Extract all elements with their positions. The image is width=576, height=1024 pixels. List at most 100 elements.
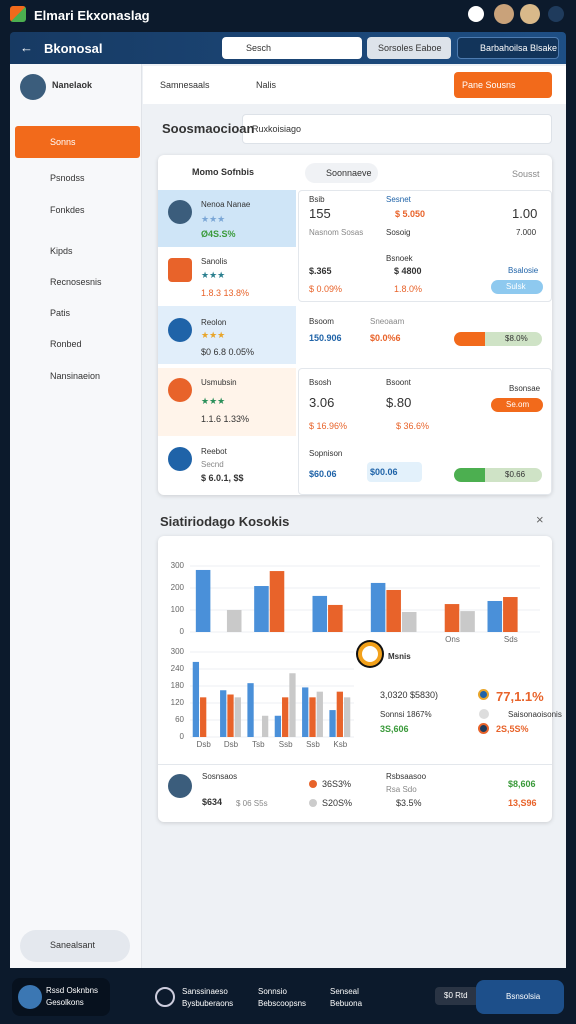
y-tick-label: 100 xyxy=(171,605,185,614)
y-tick-label: 60 xyxy=(175,715,184,724)
y-tick-label: 240 xyxy=(171,664,185,673)
rows-c2sub: 1.8.0% xyxy=(394,284,423,294)
back-icon[interactable]: ← xyxy=(20,40,33,55)
logo xyxy=(10,6,26,22)
nav-active[interactable] xyxy=(15,126,140,158)
bar xyxy=(329,710,336,737)
select[interactable] xyxy=(242,114,552,144)
stars: ★★★ xyxy=(201,330,226,340)
footer-n1b: Bysbuberaons xyxy=(182,999,234,1008)
bar xyxy=(444,604,460,632)
sidebar-footer: Sanealsant xyxy=(50,940,96,950)
y-tick-label: 120 xyxy=(171,698,185,707)
pill[interactable] xyxy=(435,987,479,1005)
rows-change: Ø4S.S% xyxy=(201,229,236,239)
button[interactable] xyxy=(367,37,451,59)
search-box[interactable] xyxy=(222,37,362,59)
y-tick-label: 300 xyxy=(171,561,185,570)
toolbar-tab1: Samnesaals xyxy=(160,80,210,90)
bar xyxy=(200,697,207,737)
bottom-p2: S20S% xyxy=(322,798,353,808)
rows-c2label: Sesnet xyxy=(386,195,411,204)
avatar[interactable] xyxy=(520,4,540,24)
y-tick-label: 200 xyxy=(171,583,185,592)
rows-c1sub: $ 0.09% xyxy=(309,284,343,294)
rows-c2value: $0.0%6 xyxy=(370,333,401,343)
rows-badge: Se.om xyxy=(506,400,530,409)
sidebar-user: Nanelaok xyxy=(52,80,93,90)
stats-b1: Sonnsi 1867% xyxy=(380,710,432,719)
footer-button[interactable] xyxy=(476,980,564,1014)
bar xyxy=(289,673,296,737)
icon[interactable] xyxy=(548,6,564,22)
x-tick-label: Ksb xyxy=(333,740,347,749)
badge[interactable] xyxy=(491,280,543,294)
avatar xyxy=(18,985,42,1009)
rows-c2value: $.80 xyxy=(386,395,412,410)
list-search: Soonnaeve xyxy=(326,168,372,178)
bottom-p1: 36S3% xyxy=(322,779,352,789)
y-tick-label: 180 xyxy=(171,681,185,690)
section2-title: Siatiriodago Kosokis xyxy=(160,514,290,529)
bar xyxy=(328,604,343,632)
icon xyxy=(168,318,192,342)
bar xyxy=(336,691,343,737)
rows-sub: Secnd xyxy=(201,460,224,469)
footer-n2b: Bebscoopsns xyxy=(258,999,307,1008)
search-pill[interactable] xyxy=(305,163,378,183)
sidebar-nav: Sonns xyxy=(50,137,76,147)
rows-c3value: 1.00 xyxy=(512,206,538,221)
rows-c2value: $ 4800 xyxy=(394,266,422,276)
rows-c1sub: $ 16.96% xyxy=(309,421,348,431)
rows-badge: Sulsk xyxy=(506,282,526,291)
bar xyxy=(274,715,282,737)
sidebar-nav: Recnosesnis xyxy=(50,277,102,287)
rows-toggle: $8.0% xyxy=(505,334,528,343)
footer-role: Gesolkons xyxy=(46,998,84,1007)
sidebar-nav: Psnodss xyxy=(50,173,85,183)
x-tick-label: Tsb xyxy=(252,740,265,749)
header-search: Sesch xyxy=(246,43,272,53)
rows-c3label: Bsalosie xyxy=(508,266,539,275)
rows-toggle: $0.66 xyxy=(505,470,526,479)
stars: ★★★ xyxy=(201,396,226,406)
bottom-l1: Rsbsaasoo xyxy=(386,772,427,781)
header-title: Bkonosal xyxy=(44,41,103,56)
rows-c1label: Bsoom xyxy=(309,317,334,326)
sub-card xyxy=(298,190,552,302)
marker xyxy=(358,642,382,666)
rows-c1value: 155 xyxy=(309,206,331,221)
divider xyxy=(158,764,552,765)
bar xyxy=(269,571,285,632)
sidebar-footer[interactable] xyxy=(20,930,130,962)
footer-user: Rssd Osknbns xyxy=(46,986,99,995)
toolbar-tab2: Nalis xyxy=(256,80,277,90)
icon[interactable] xyxy=(468,6,484,22)
list-title: Momo Sofnbis xyxy=(192,167,254,177)
badge[interactable] xyxy=(491,398,543,412)
stats-marker: Msnis xyxy=(388,652,411,661)
x-tick-label: Ssb xyxy=(279,740,293,749)
stats-c2: 2S,5S% xyxy=(496,724,529,734)
bar xyxy=(195,569,211,632)
sidebar-nav: Patis xyxy=(50,308,71,318)
avatar xyxy=(20,74,46,100)
x-tick-label: Ssb xyxy=(306,740,320,749)
bar xyxy=(282,697,289,737)
toggle[interactable] xyxy=(454,468,542,482)
sidebar-nav: Nansinaeion xyxy=(50,371,101,381)
toggle[interactable] xyxy=(454,332,542,346)
avatar[interactable] xyxy=(494,4,514,24)
close-icon[interactable]: × xyxy=(536,512,544,527)
rows-c1label: Sopnison xyxy=(309,449,343,458)
footer-button: Bsnsolsia xyxy=(506,992,541,1001)
icon xyxy=(168,258,192,282)
footer-n2a: Sonnsio xyxy=(258,987,287,996)
rows-change: 1.8.3 13.8% xyxy=(201,288,250,298)
action-button[interactable] xyxy=(454,72,552,98)
rows-c2sub: Sosoig xyxy=(386,228,411,237)
button[interactable] xyxy=(457,37,559,59)
icon xyxy=(168,447,192,471)
avatar xyxy=(168,774,192,798)
stars: ★★★ xyxy=(201,214,226,224)
